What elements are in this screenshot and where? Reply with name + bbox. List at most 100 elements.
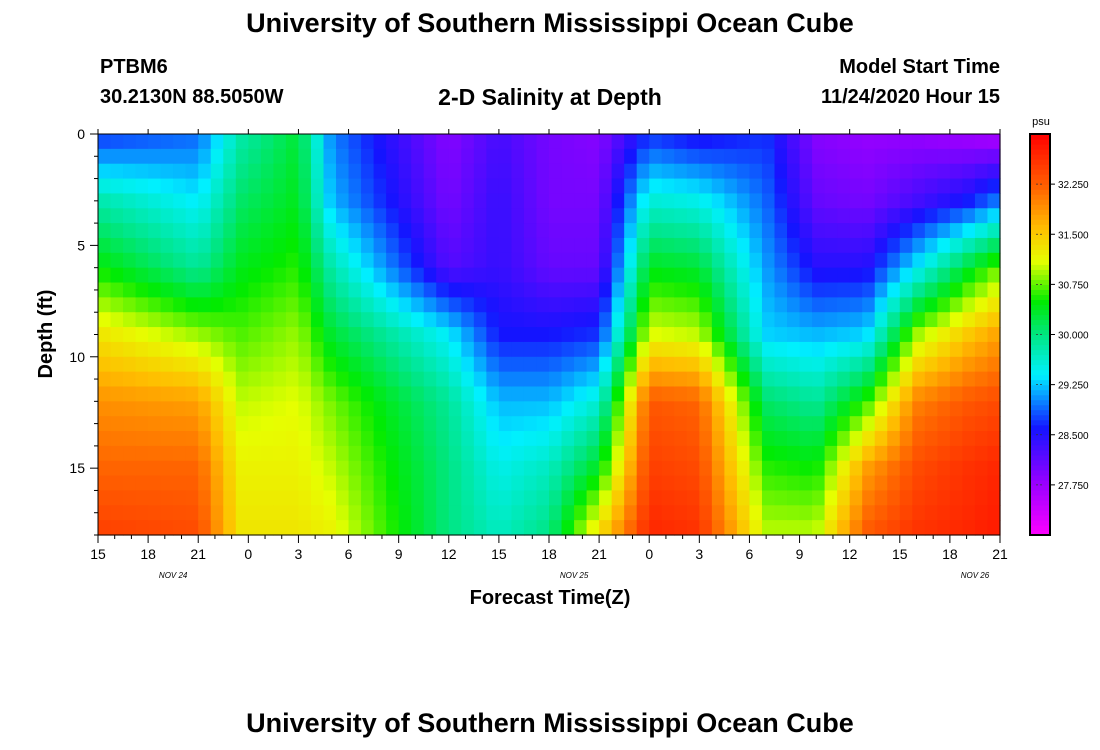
heatmap-cell (235, 505, 249, 521)
heatmap-cell (749, 327, 763, 343)
heatmap-cell (962, 178, 976, 195)
heatmap-cell (824, 223, 838, 239)
heatmap-cell (862, 312, 876, 328)
heatmap-cell (436, 401, 450, 417)
heatmap-cell (123, 505, 137, 521)
heatmap-cell (361, 460, 375, 477)
heatmap-cell (962, 431, 976, 447)
heatmap-cell (436, 297, 450, 313)
heatmap-cell (611, 208, 625, 224)
heatmap-cell (411, 431, 425, 447)
heatmap-cell (448, 386, 462, 402)
heatmap-cell (837, 252, 851, 269)
heatmap-cell (285, 386, 300, 402)
heatmap-cell (248, 223, 262, 239)
heatmap-cell (674, 237, 688, 254)
heatmap-cell (348, 312, 362, 328)
heatmap-cell (185, 356, 199, 373)
heatmap-cell (373, 163, 387, 180)
heatmap-cell (235, 371, 249, 388)
heatmap-cell (285, 490, 300, 506)
colorbar-swatch (1030, 284, 1050, 290)
heatmap-cell (749, 341, 763, 358)
heatmap-cell (837, 431, 851, 447)
heatmap-cell (423, 445, 437, 462)
heatmap-cell (599, 237, 613, 254)
heatmap-cell (599, 505, 613, 521)
x-tick-label: 12 (842, 546, 858, 562)
heatmap-cell (561, 327, 575, 343)
heatmap-cell (674, 252, 688, 269)
heatmap-cell (336, 416, 350, 432)
heatmap-cell (674, 401, 688, 417)
heatmap-cell (624, 431, 638, 447)
colorbar-swatch (1030, 399, 1050, 406)
heatmap-cell (874, 134, 888, 150)
heatmap-cell (611, 475, 625, 492)
heatmap-cell (135, 148, 149, 165)
heatmap-cell (761, 282, 776, 298)
heatmap-cell (661, 193, 675, 209)
heatmap-cell (185, 341, 199, 358)
heatmap-cell (273, 163, 287, 180)
heatmap-cell (862, 356, 876, 373)
heatmap-cell (110, 252, 124, 269)
heatmap-cell (724, 341, 738, 358)
heatmap-cell (411, 193, 425, 209)
heatmap-cell (661, 371, 675, 388)
heatmap-cell (523, 431, 538, 447)
colorbar-swatch (1030, 374, 1050, 381)
colorbar-swatch (1030, 259, 1050, 265)
heatmap-cell (398, 178, 412, 195)
heatmap-cell (210, 505, 224, 521)
heatmap-cell (310, 297, 325, 313)
heatmap-cell (636, 386, 650, 402)
heatmap-cell (223, 282, 237, 298)
heatmap-cell (724, 237, 738, 254)
heatmap-cell (248, 282, 262, 298)
heatmap-cell (611, 386, 625, 402)
heatmap-cell (636, 267, 650, 284)
heatmap-cell (536, 148, 550, 165)
heatmap-cell (761, 267, 776, 284)
heatmap-cell (849, 312, 863, 328)
heatmap-cell (423, 208, 437, 224)
heatmap-cell (260, 297, 274, 313)
colorbar-tick-label: 27.750 (1058, 481, 1089, 492)
heatmap-cell (235, 520, 249, 536)
heatmap-cell (736, 356, 751, 373)
heatmap-cell (210, 520, 224, 536)
heatmap-cell (436, 163, 450, 180)
heatmap-cell (361, 475, 375, 492)
heatmap-cell (937, 475, 951, 492)
heatmap-cell (386, 237, 400, 254)
heatmap-cell (398, 223, 412, 239)
heatmap-cell (248, 356, 262, 373)
colorbar-swatch (1030, 349, 1050, 356)
heatmap-cell (160, 371, 174, 388)
heatmap-cell (824, 505, 838, 521)
heatmap-cell (924, 341, 938, 358)
heatmap-cell (498, 208, 513, 224)
heatmap-cell (123, 431, 137, 447)
heatmap-cell (599, 193, 613, 209)
heatmap-cell (974, 371, 989, 388)
heatmap-cell (962, 401, 976, 417)
colorbar-swatch (1030, 194, 1050, 200)
heatmap-cell (949, 267, 964, 284)
heatmap-cell (198, 401, 212, 417)
heatmap-cell (223, 460, 237, 477)
heatmap-cell (123, 386, 137, 402)
heatmap-cell (348, 252, 362, 269)
date-label: NOV 26 (961, 571, 990, 580)
heatmap-cell (912, 490, 926, 506)
heatmap-cell (711, 312, 725, 328)
heatmap-cell (285, 208, 300, 224)
heatmap-cell (736, 460, 751, 477)
heatmap-cell (724, 178, 738, 195)
heatmap-cell (185, 490, 199, 506)
heatmap-cell (849, 148, 863, 165)
colorbar-swatch (1030, 444, 1050, 451)
heatmap-cell (974, 460, 989, 477)
